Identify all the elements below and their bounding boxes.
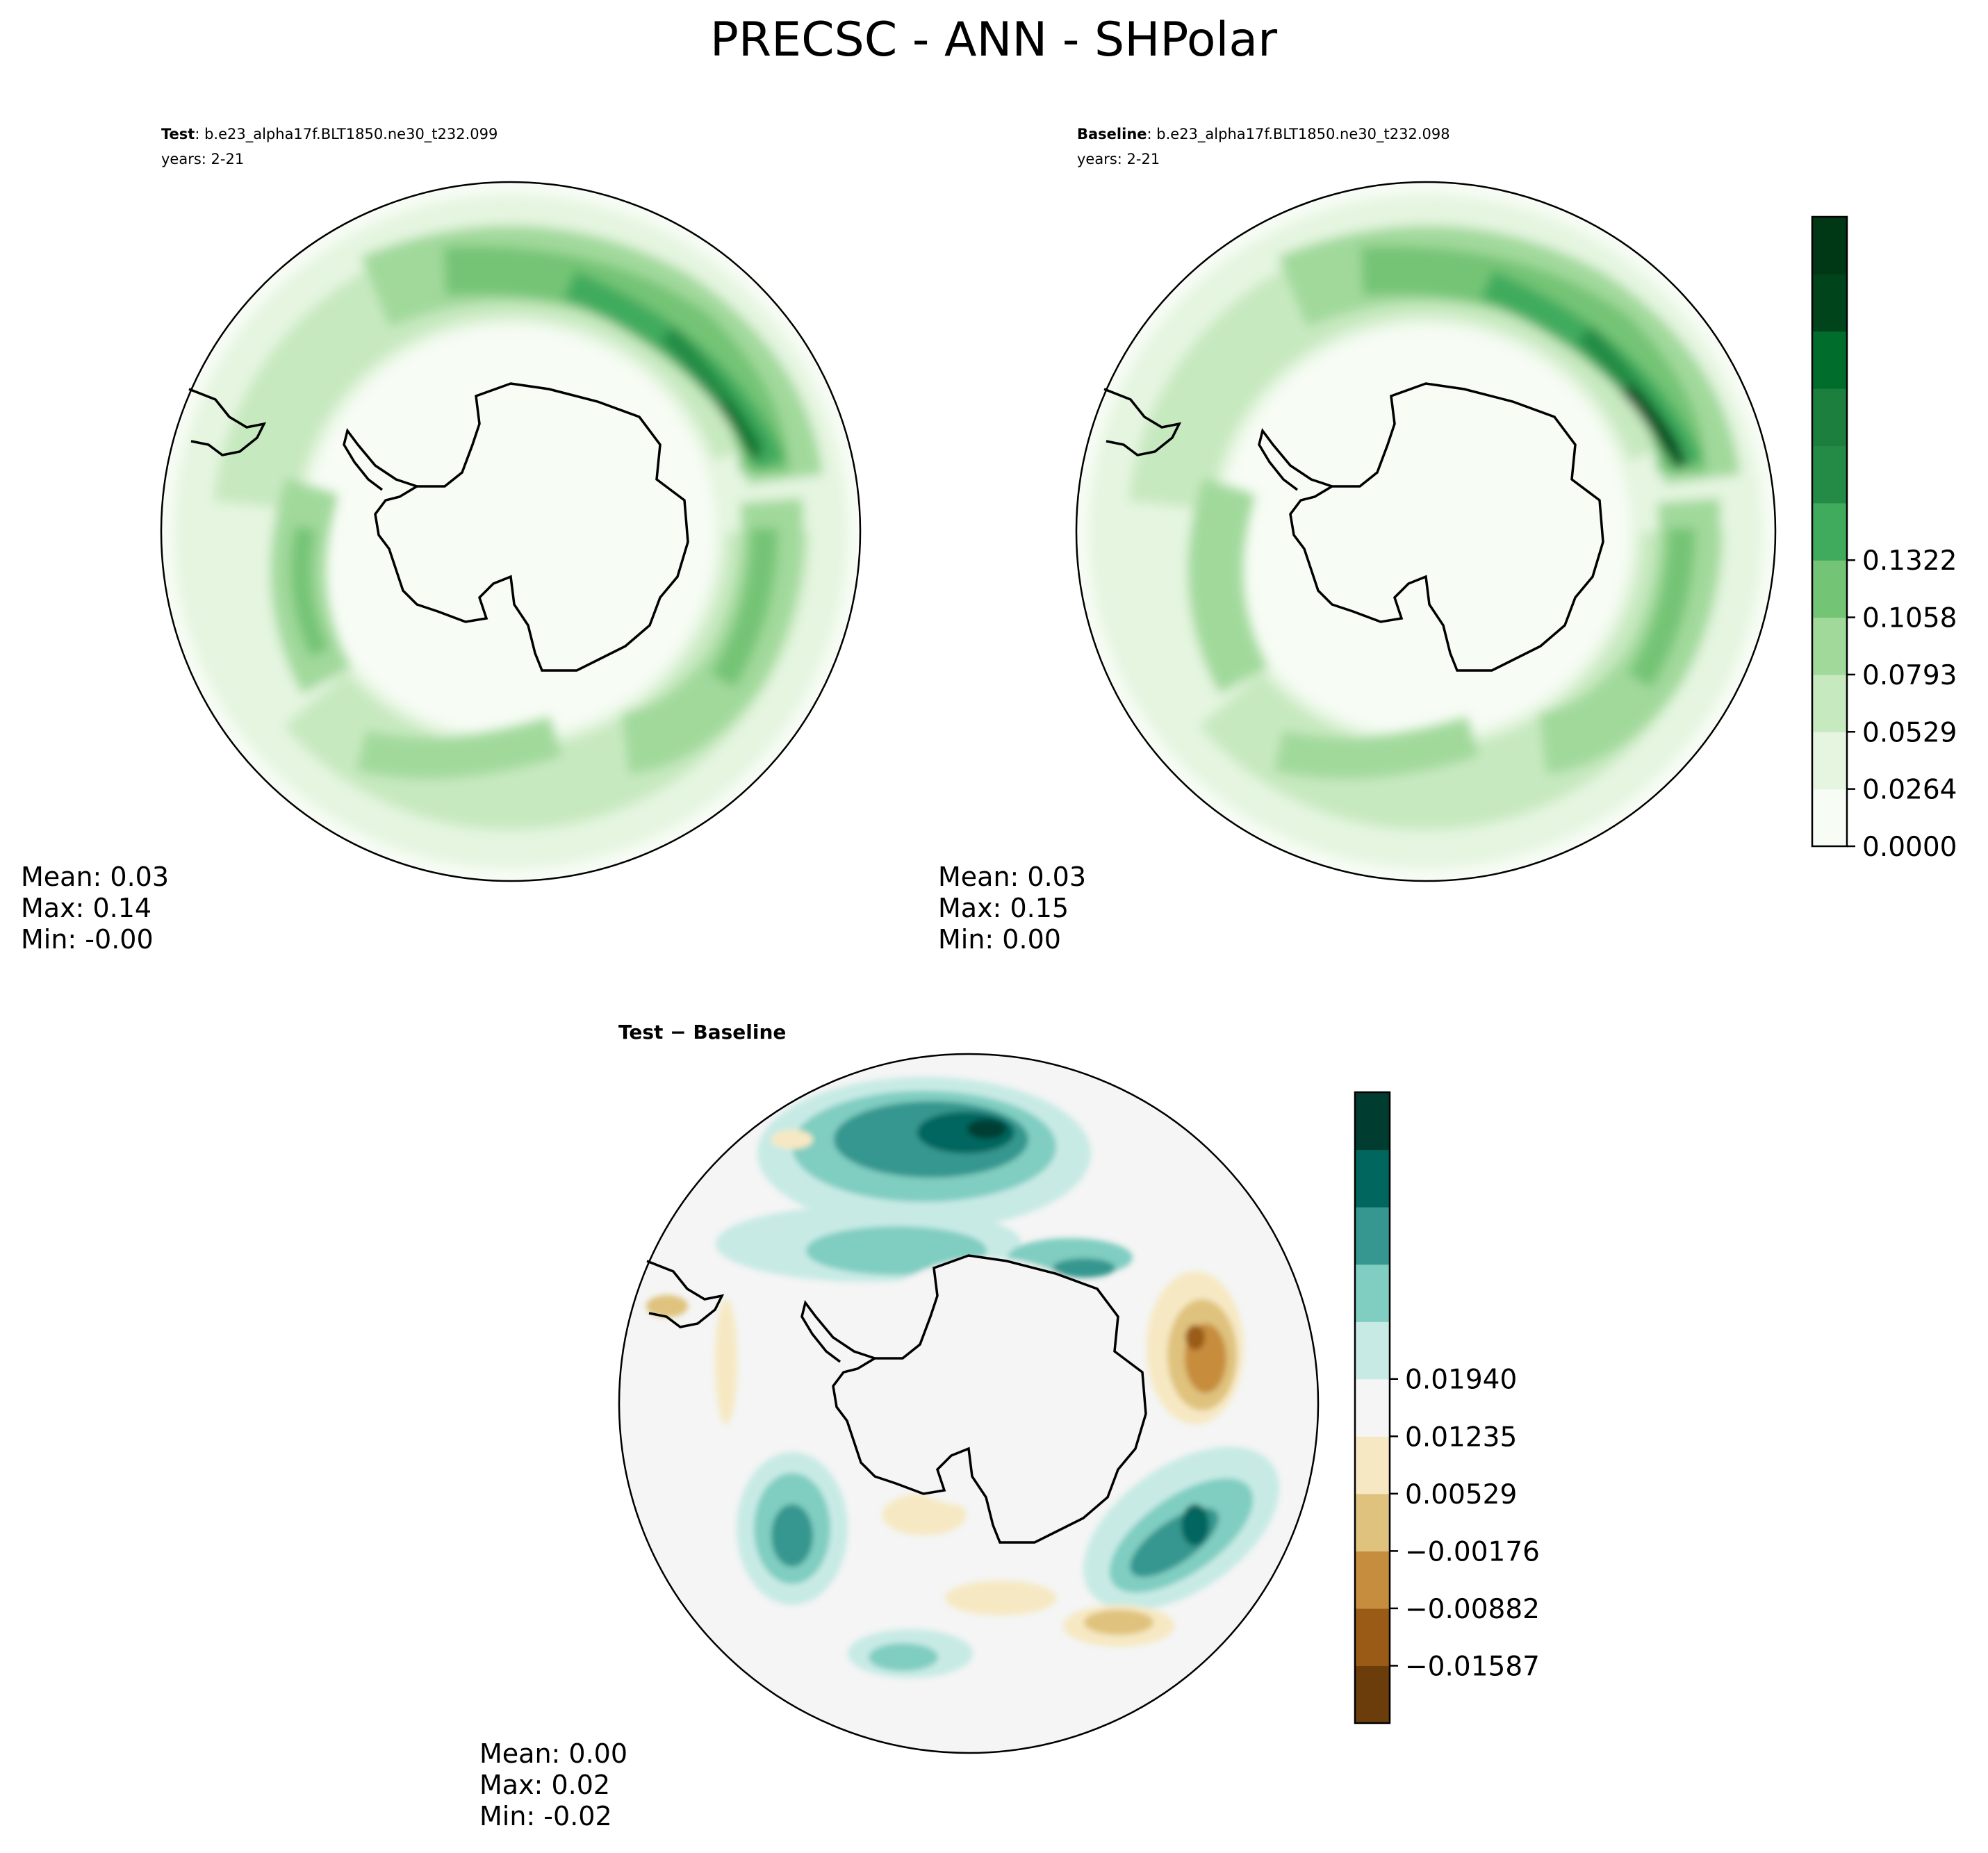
- diff-colorbar-swatch: [1355, 1665, 1390, 1724]
- diff-colorbar: −0.01587 −0.00882 −0.00176 0.00529 0.01235 0.…: [1354, 1091, 1540, 1724]
- diff-stat-mean: Mean: 0.00: [479, 1738, 627, 1769]
- baseline-precip-field: [1089, 195, 1763, 868]
- diff-colorbar-swatch: [1355, 1378, 1390, 1437]
- diff-colorbar-tick-label: 0.01235: [1405, 1422, 1517, 1453]
- diff-colorbar-tick-label: −0.00882: [1405, 1594, 1540, 1625]
- main-colorbar-swatch: [1812, 502, 1847, 561]
- antarctica-coastline: [832, 1254, 1147, 1544]
- antarctica-coastline: [374, 382, 689, 672]
- diff-stat-min: Min: -0.02: [479, 1801, 612, 1831]
- diff-colorbar-swatch: [1355, 1207, 1390, 1265]
- test-panel: Test: b.e23_alpha17f.BLT1850.ne30_t232.0…: [21, 126, 862, 955]
- main-colorbar-tick-label: 0.1058: [1862, 603, 1957, 634]
- diff-colorbar-swatch: [1355, 1436, 1390, 1494]
- figure-title: PRECSC - ANN - SHPolar: [710, 13, 1277, 67]
- main-colorbar-swatch: [1812, 217, 1847, 274]
- diff-colorbar-tick-label: −0.00176: [1405, 1536, 1540, 1567]
- main-colorbar-frame: [1811, 215, 1848, 848]
- baseline-map: [1075, 181, 1777, 882]
- diff-map-boundary: [618, 1053, 1320, 1754]
- test-map-boundary: [160, 181, 862, 882]
- baseline-panel-years: years: 2-21: [1077, 151, 1160, 167]
- diff-map: [618, 1053, 1320, 1754]
- main-colorbar-tick-label: 0.0000: [1862, 832, 1957, 863]
- diff-panel: Test − Baseline: [479, 1021, 1320, 1831]
- antarctic-peninsula: [343, 428, 418, 491]
- test-panel-label: Test: b.e23_alpha17f.BLT1850.ne30_t232.0…: [161, 126, 498, 143]
- main-colorbar-swatch: [1812, 445, 1847, 504]
- main-colorbar-swatch: [1812, 789, 1847, 847]
- main-colorbar-swatch: [1812, 331, 1847, 389]
- main-colorbar-swatch: [1812, 732, 1847, 790]
- test-panel-years: years: 2-21: [161, 151, 244, 167]
- main-colorbar-tick-label: 0.0529: [1862, 717, 1957, 748]
- baseline-stat-min: Min: 0.00: [938, 924, 1061, 955]
- test-stats: Mean: 0.03 Max: 0.14 Min: -0.00: [21, 862, 169, 955]
- diff-colorbar-tick-label: 0.00529: [1405, 1479, 1517, 1510]
- main-colorbar-swatch: [1812, 274, 1847, 332]
- baseline-panel: Baseline: b.e23_alpha17f.BLT1850.ne30_t2…: [938, 126, 1777, 955]
- diff-colorbar-swatch: [1355, 1092, 1390, 1151]
- diff-colorbar-tick-label: 0.01940: [1405, 1365, 1517, 1396]
- main-colorbar-swatch: [1812, 388, 1847, 447]
- diff-panel-label: Test − Baseline: [618, 1021, 786, 1044]
- antarctic-peninsula: [800, 1300, 876, 1363]
- antarctic-peninsula: [1258, 428, 1333, 491]
- baseline-panel-label: Baseline: b.e23_alpha17f.BLT1850.ne30_t2…: [1077, 126, 1450, 143]
- diff-colorbar-swatch: [1355, 1264, 1390, 1322]
- main-colorbar-swatch: [1812, 617, 1847, 675]
- south-america-tip: [1103, 388, 1182, 456]
- test-stat-min: Min: -0.00: [21, 924, 154, 955]
- baseline-map-boundary: [1075, 181, 1777, 882]
- baseline-stat-max: Max: 0.15: [938, 893, 1069, 923]
- baseline-stat-mean: Mean: 0.03: [938, 862, 1086, 892]
- main-colorbar-tick-label: 0.1322: [1862, 545, 1957, 577]
- south-america-tip: [646, 1260, 725, 1328]
- baseline-stats: Mean: 0.03 Max: 0.15 Min: 0.00: [938, 862, 1086, 955]
- main-colorbar-tick-label: 0.0264: [1862, 775, 1957, 806]
- diff-colorbar-swatch: [1355, 1493, 1390, 1551]
- diff-stat-max: Max: 0.02: [479, 1770, 610, 1800]
- diff-colorbar-swatch: [1355, 1321, 1390, 1380]
- main-colorbar-swatch: [1812, 674, 1847, 732]
- south-america-tip: [188, 388, 267, 456]
- diff-colorbar-tick-label: −0.01587: [1405, 1651, 1540, 1682]
- test-stat-max: Max: 0.14: [21, 893, 151, 923]
- main-colorbar-swatch: [1812, 560, 1847, 618]
- test-stat-mean: Mean: 0.03: [21, 862, 169, 892]
- diff-colorbar-swatch: [1355, 1149, 1390, 1208]
- test-map: [160, 181, 862, 882]
- antarctica-coastline: [1289, 382, 1604, 672]
- main-colorbar: 0.0000 0.0264 0.0529 0.0793 0.1058 0.1322: [1811, 215, 1957, 863]
- diff-colorbar-swatch: [1355, 1608, 1390, 1667]
- main-colorbar-tick-label: 0.0793: [1862, 660, 1957, 691]
- diff-colorbar-frame: [1354, 1091, 1391, 1724]
- diff-colorbar-swatch: [1355, 1551, 1390, 1609]
- diff-stats: Mean: 0.00 Max: 0.02 Min: -0.02: [479, 1738, 627, 1831]
